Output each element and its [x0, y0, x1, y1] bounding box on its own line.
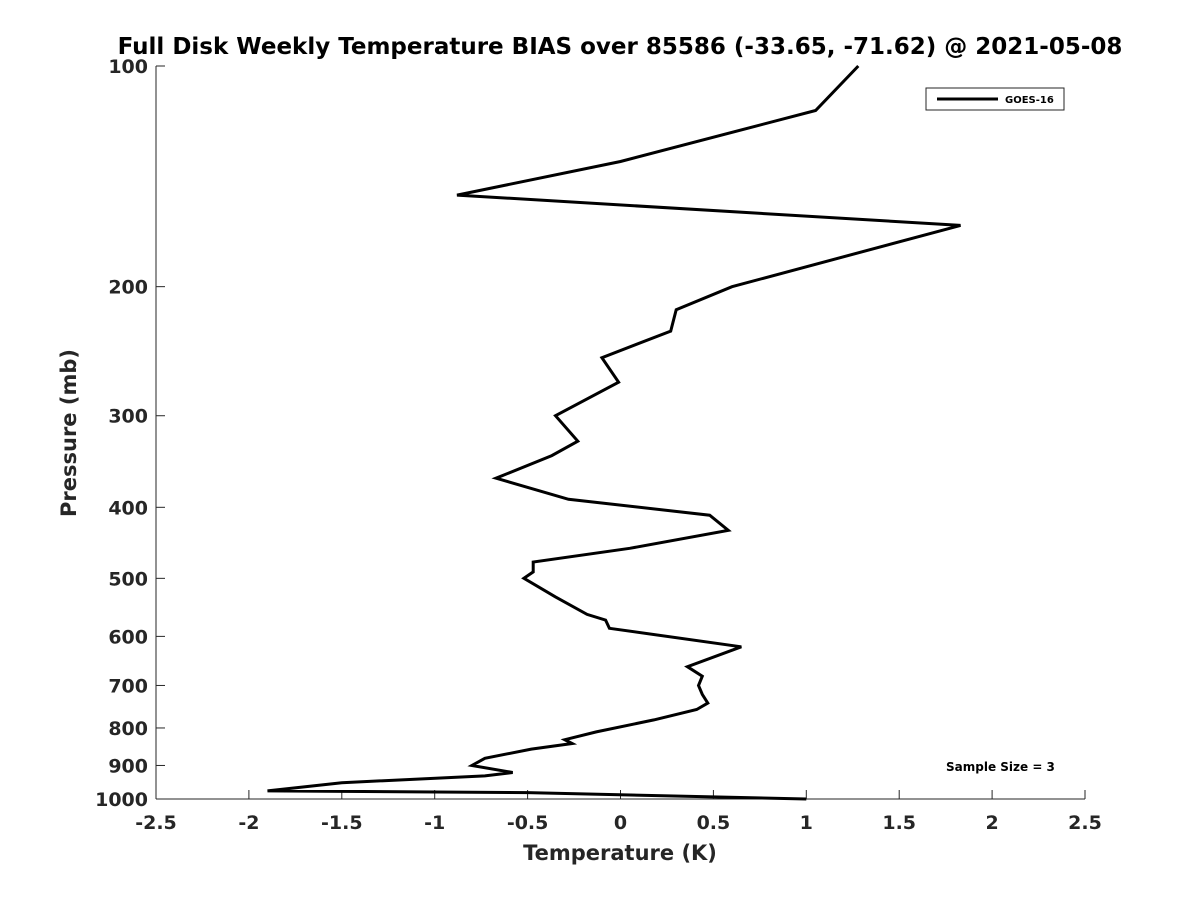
y-tick-label: 200: [108, 277, 148, 299]
x-tick-label: 1.5: [882, 812, 916, 834]
x-tick-label: 2: [985, 812, 998, 834]
y-axis-label: Pressure (mb): [57, 349, 81, 517]
x-axis-ticks: -2.5 -2 -1.5 -1 -0.5 0 0.5 1 1.5 2 2.5: [135, 790, 1102, 834]
y-tick-label: 100: [108, 56, 148, 78]
y-tick-label: 900: [108, 755, 148, 777]
x-tick-label: 0: [614, 812, 627, 834]
plot-area: [156, 66, 1085, 799]
x-tick-label: -2: [238, 812, 259, 834]
x-tick-label: 0.5: [697, 812, 731, 834]
legend-label-goes-16: GOES-16: [1005, 95, 1054, 106]
x-tick-label: -1: [424, 812, 445, 834]
y-tick-label: 300: [108, 406, 148, 428]
chart-title: Full Disk Weekly Temperature BIAS over 8…: [118, 34, 1123, 60]
y-tick-label: 700: [108, 675, 148, 697]
x-tick-label: -0.5: [507, 812, 549, 834]
x-axis-label: Temperature (K): [523, 841, 717, 865]
sample-size-annotation: Sample Size = 3: [946, 760, 1055, 774]
legend: GOES-16: [925, 87, 1065, 111]
x-tick-label: -1.5: [321, 812, 363, 834]
y-tick-label: 1000: [95, 789, 148, 811]
series-layer: [267, 64, 961, 801]
y-tick-label: 400: [108, 497, 148, 519]
x-tick-label: 2.5: [1068, 812, 1102, 834]
y-axis-ticks: 100 200 300 400 500 600 700 800 900 1000: [95, 56, 165, 811]
series-line-goes-16: [267, 64, 961, 801]
y-tick-label: 800: [108, 718, 148, 740]
x-tick-label: 1: [800, 812, 813, 834]
x-tick-label: -2.5: [135, 812, 177, 834]
y-tick-label: 600: [108, 626, 148, 648]
y-tick-label: 500: [108, 568, 148, 590]
